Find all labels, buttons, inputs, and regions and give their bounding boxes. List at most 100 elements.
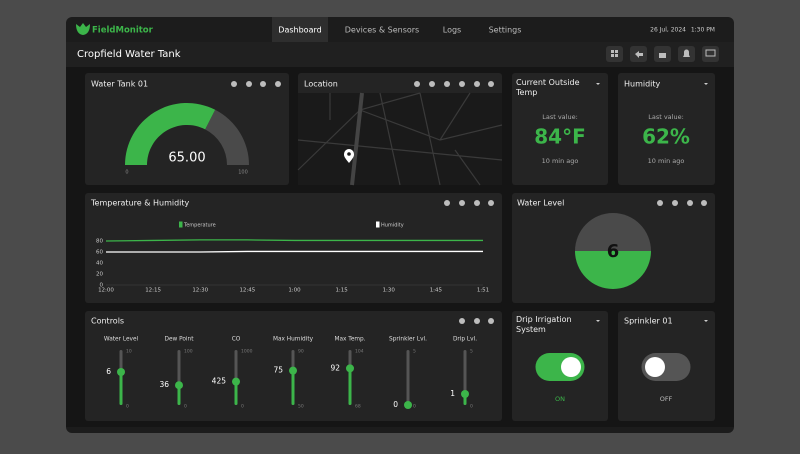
panel [512,73,608,185]
panel-action[interactable] [260,81,266,87]
display-button[interactable] [702,46,719,62]
map-pin[interactable] [344,149,354,163]
x-tick-label: 1:00 [288,288,301,294]
nav-tab[interactable]: Logs [443,26,461,35]
panel-action[interactable] [474,318,480,324]
slider-max: 1000 [241,349,253,355]
slider-value: 425 [212,377,227,386]
nav-tab[interactable]: Dashboard [278,26,321,35]
slider-value: 92 [330,363,340,372]
slider-max: 104 [355,349,364,355]
slider-label: CO [232,337,241,343]
y-tick-label: 80 [96,239,103,245]
x-tick-label: 1:45 [430,288,443,294]
slider-label: Drip Lvl. [453,337,477,343]
panel-action[interactable] [488,200,494,206]
slider-thumb[interactable] [346,364,354,373]
nav-tab[interactable]: Settings [489,26,522,35]
slider-track [406,350,410,405]
slider-label: Water Level [104,337,139,343]
panel-action[interactable] [657,200,663,206]
slider-fill [234,381,238,405]
toolbar [606,46,719,62]
icon [615,50,618,53]
x-tick-label: 1:30 [383,288,396,294]
slider-max: 90 [298,349,304,355]
y-tick-label: 0 [100,283,104,289]
slider-min: 68 [355,404,361,410]
icon [615,54,618,57]
slider-value: 1 [450,389,455,398]
grid-button[interactable] [606,46,623,62]
panel-action[interactable] [474,81,480,87]
panel-action[interactable] [459,200,465,206]
slider-thumb[interactable] [175,381,183,390]
legend-label: Humidity [381,223,404,229]
slider-thumb[interactable] [404,401,412,409]
panel-action[interactable] [488,318,494,324]
toggle-knob [645,357,665,377]
panel-title: Drip Irrigation System [516,315,572,334]
main-road [350,92,364,186]
gauge-track [205,109,249,165]
panel-title: Humidity [624,80,661,89]
slider-min: 0 [470,404,473,410]
x-tick-label: 1:51 [477,288,489,294]
toggle-state: OFF [660,395,673,403]
icon [611,54,614,57]
age: 10 min ago [542,157,579,165]
icon [683,49,690,57]
x-tick-label: 12:15 [145,288,161,294]
panel-action[interactable] [429,81,435,87]
nav-tab[interactable]: Devices & Sensors [345,26,419,35]
panel [85,73,289,185]
toggle-knob [561,357,581,377]
slider-thumb[interactable] [289,366,297,375]
panel-action[interactable] [459,81,465,87]
caption: Last value: [542,113,578,121]
map-area [298,93,502,185]
panel-action[interactable] [275,81,281,87]
slider-max: 5 [413,349,416,355]
caption: Last value: [648,113,684,121]
icon [635,51,643,58]
legend-label: Temperature [183,223,216,229]
panel-action[interactable] [474,200,480,206]
panel-action[interactable] [488,81,494,87]
slider-thumb[interactable] [232,377,240,386]
slider-label: Sprinkler Lvl. [389,337,427,343]
level-value: 6 [607,241,620,262]
logo: FieldMonitor [92,26,154,36]
slider-max: 5 [470,349,473,355]
series-line [105,239,483,242]
slider-thumb[interactable] [461,390,469,398]
page-title: Cropfield Water Tank [77,49,181,60]
panel-action[interactable] [444,81,450,87]
level-empty [575,213,651,251]
panel-action[interactable] [701,200,707,206]
slider-thumb[interactable] [117,368,125,376]
slider-label: Max Temp. [334,337,365,343]
slider-max: 10 [126,349,132,355]
panel-action[interactable] [246,81,252,87]
panel-action[interactable] [459,318,465,324]
icon [611,50,614,53]
x-tick-label: 12:30 [192,288,208,294]
slider-label: Max Humidity [273,337,314,343]
slider-min: 0 [126,404,129,410]
x-tick-label: 12:45 [239,288,255,294]
slider-min: 0 [413,404,416,410]
panel-action[interactable] [444,200,450,206]
panel-action[interactable] [414,81,420,87]
panel-action[interactable] [687,200,693,206]
gauge-min: 0 [125,170,128,176]
stat-value: 84°F [534,125,586,149]
age: 10 min ago [648,157,685,165]
panel-action[interactable] [672,200,678,206]
panel-action[interactable] [231,81,237,87]
panel [618,73,715,185]
legend-swatch [179,221,183,228]
logo-icon [76,23,90,35]
date: 26 Jul, 2024 [650,27,686,34]
